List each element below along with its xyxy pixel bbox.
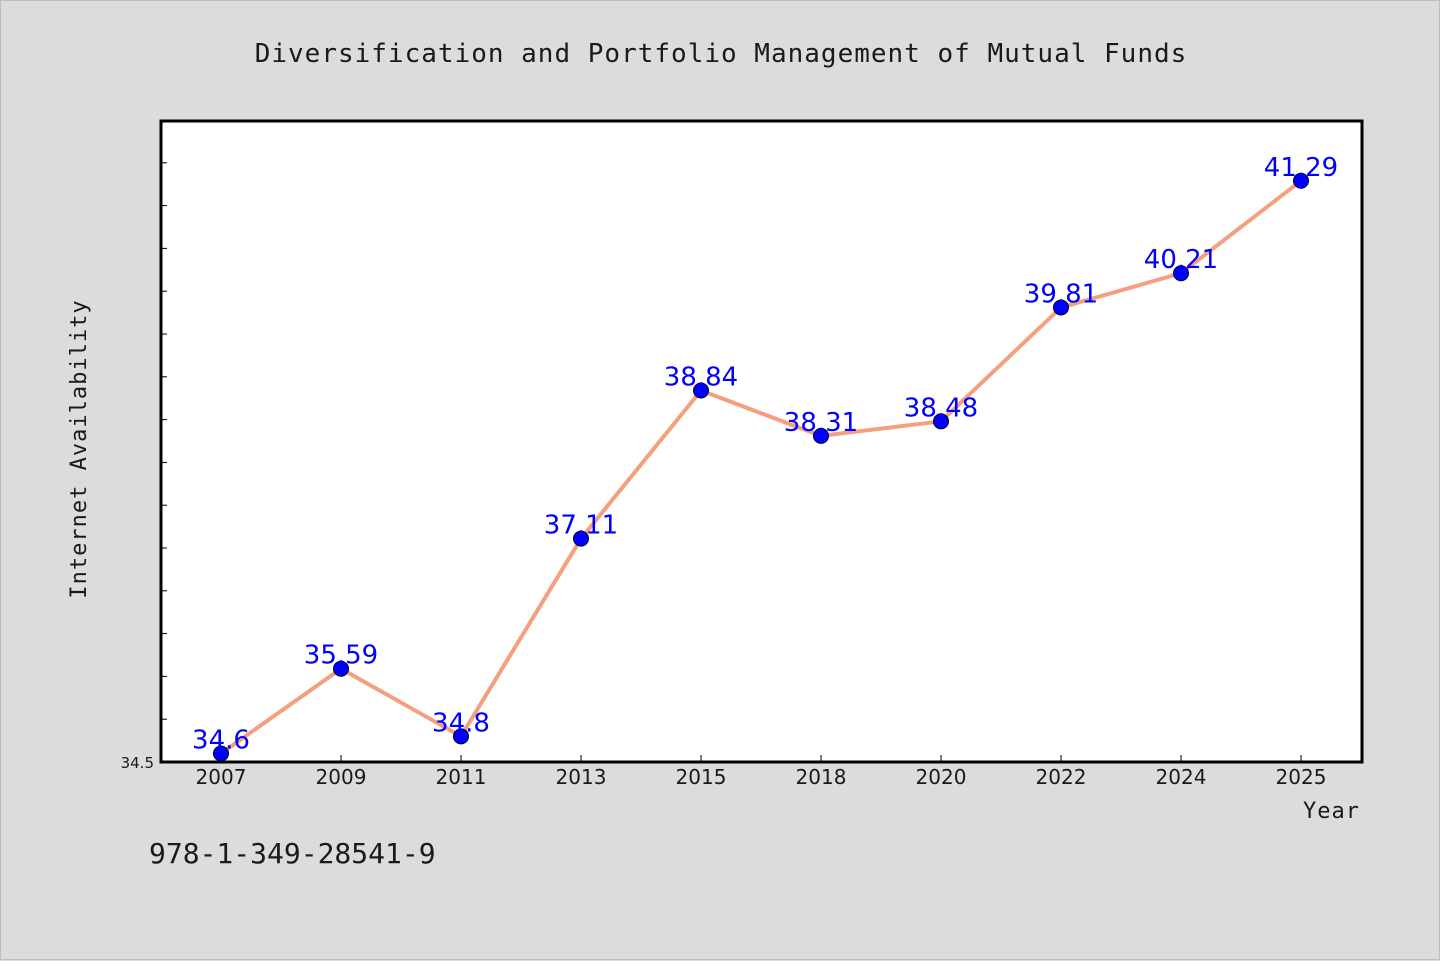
data-label-2018: 38.31 <box>784 408 858 438</box>
x-tick-label-2015: 2015 <box>676 765 727 789</box>
data-label-2022: 39.81 <box>1024 279 1098 309</box>
y-axis-ticks <box>161 162 167 720</box>
x-tick-label-2024: 2024 <box>1156 765 1207 789</box>
x-axis-label: Year <box>1303 799 1360 824</box>
data-point-2024 <box>1173 265 1189 282</box>
data-label-2025: 41.29 <box>1264 153 1338 183</box>
series-line <box>219 178 1303 756</box>
chart-title: Diversification and Portfolio Management… <box>255 39 1188 69</box>
data-label-2011: 34.8 <box>432 708 490 738</box>
y-axis-label: Internet Availability <box>67 299 92 598</box>
data-label-2007: 34.6 <box>192 725 250 755</box>
x-tick-label-2011: 2011 <box>436 765 487 789</box>
data-point-2015 <box>693 382 709 399</box>
x-tick-label-2020: 2020 <box>916 765 967 789</box>
y-axis-min-label: 34.5 <box>121 754 154 772</box>
x-tick-label-2022: 2022 <box>1036 765 1087 789</box>
data-point-2020 <box>933 413 949 430</box>
x-tick-label-2013: 2013 <box>556 765 607 789</box>
data-point-2007 <box>213 745 229 762</box>
data-label-2009: 35.59 <box>304 641 378 671</box>
series-group: 34.6 35.59 34.8 37.11 38.84 38.31 38.48 39.81 40… <box>192 153 1338 762</box>
plot-area <box>159 119 1364 764</box>
data-label-2013: 37.11 <box>544 511 618 541</box>
data-point-2013 <box>573 530 589 547</box>
x-axis-ticks <box>220 755 1302 762</box>
data-label-2020: 38.48 <box>904 393 978 423</box>
footer-code: 978-1-349-28541-9 <box>149 837 436 870</box>
data-point-2009 <box>333 660 349 677</box>
data-label-2024: 40.21 <box>1144 245 1218 275</box>
x-tick-label-2018: 2018 <box>796 765 847 789</box>
x-tick-label-2025: 2025 <box>1276 765 1327 789</box>
data-point-2011 <box>453 728 469 745</box>
data-point-2018 <box>813 427 829 444</box>
x-tick-label-2007: 2007 <box>196 765 247 789</box>
data-point-2025 <box>1293 172 1309 189</box>
data-label-2015: 38.84 <box>664 362 738 392</box>
data-point-2022 <box>1053 299 1069 316</box>
x-tick-label-2009: 2009 <box>316 765 367 789</box>
x-axis-tick-labels: 2007 2009 2011 2013 2015 2018 2020 2022 2024 2025 <box>196 765 1327 789</box>
